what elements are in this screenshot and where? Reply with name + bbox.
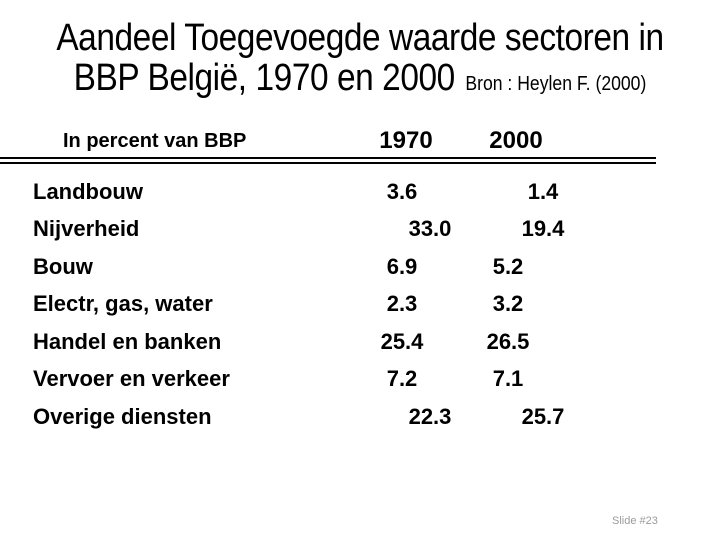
table-row: Nijverheid 33.0 19.4 xyxy=(0,217,720,243)
title-line-2-text: BBP België, 1970 en 2000 xyxy=(73,57,456,99)
row-label: Electr, gas, water xyxy=(33,291,213,316)
table-row: Bouw 6.9 5.2 xyxy=(0,255,720,281)
value-2000: 26.5 xyxy=(486,329,530,354)
row-label: Overige diensten xyxy=(33,404,212,429)
value-1970: 3.6 xyxy=(386,179,418,204)
value-2000: 3.2 xyxy=(492,291,524,316)
row-label: Vervoer en verkeer xyxy=(33,366,230,391)
table-row: Electr, gas, water 2.3 3.2 xyxy=(0,292,720,318)
value-1970: 25.4 xyxy=(380,329,424,354)
table-row: Vervoer en verkeer 7.2 7.1 xyxy=(0,367,720,393)
title-line-2: BBP België, 1970 en 2000 Bron : Heylen F.… xyxy=(43,58,677,104)
slide-number: Slide #23 xyxy=(612,515,658,527)
value-2000: 25.7 xyxy=(521,404,565,429)
source-note: Bron : Heylen F. (2000) xyxy=(465,73,647,95)
header-double-rule xyxy=(0,157,656,164)
table-row: Handel en banken 25.4 26.5 xyxy=(0,330,720,356)
row-label: Landbouw xyxy=(33,179,143,204)
column-header-2000: 2000 xyxy=(489,127,543,154)
value-1970: 6.9 xyxy=(386,254,418,279)
row-label: Nijverheid xyxy=(33,216,140,241)
table-row: Overige diensten 22.3 25.7 xyxy=(0,405,720,431)
value-1970: 33.0 xyxy=(408,216,452,241)
title-line-1: Aandeel Toegevoegde waarde sectoren in xyxy=(56,17,664,59)
value-2000: 19.4 xyxy=(521,216,565,241)
column-header-1970: 1970 xyxy=(379,127,433,154)
value-1970: 2.3 xyxy=(386,291,418,316)
value-1970: 7.2 xyxy=(386,366,418,391)
row-label: Bouw xyxy=(33,254,93,279)
value-1970: 22.3 xyxy=(408,404,452,429)
value-2000: 5.2 xyxy=(492,254,524,279)
value-2000: 1.4 xyxy=(527,179,559,204)
table-row: Landbouw 3.6 1.4 xyxy=(0,180,720,206)
table-header-label: In percent van BBP xyxy=(63,130,247,152)
row-label: Handel en banken xyxy=(33,329,222,354)
value-2000: 7.1 xyxy=(492,366,524,391)
slide-title: Aandeel Toegevoegde waarde sectoren in B… xyxy=(0,18,720,104)
